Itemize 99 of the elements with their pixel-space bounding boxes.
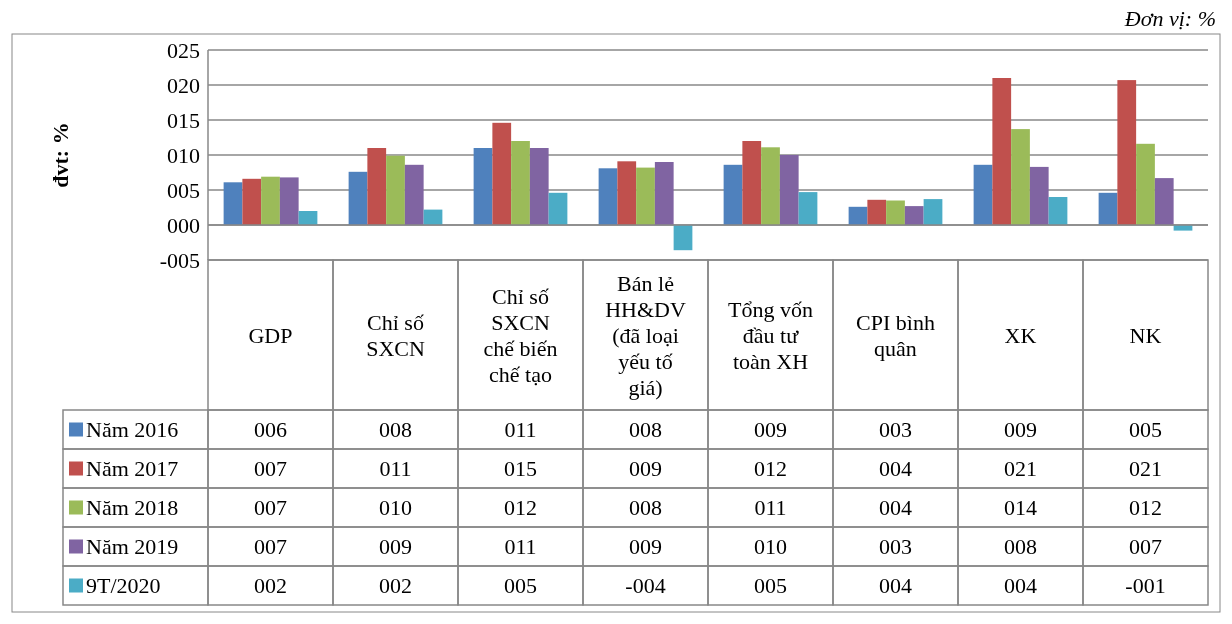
bar	[798, 192, 818, 225]
bar	[367, 148, 387, 225]
data-label: 009	[629, 534, 662, 560]
bar	[261, 176, 280, 225]
bar	[848, 206, 868, 225]
data-label: 011	[754, 495, 787, 521]
bar	[636, 167, 655, 225]
data-label: -004	[625, 573, 666, 599]
data-label: 012	[504, 495, 537, 521]
data-label: 008	[629, 495, 662, 521]
y-tick-label: 005	[167, 177, 200, 203]
bar	[1048, 197, 1068, 225]
data-label: 011	[379, 456, 412, 482]
bar	[511, 141, 530, 225]
data-label: 007	[254, 534, 287, 560]
data-label: 021	[1129, 456, 1162, 482]
y-tick-label: 015	[167, 107, 200, 133]
data-label: 008	[1004, 534, 1037, 560]
bar	[1029, 166, 1049, 225]
text: Đơn vị: %	[1123, 6, 1216, 31]
data-label: 011	[504, 417, 537, 443]
bar	[886, 200, 905, 225]
y-tick-label: -005	[159, 247, 200, 273]
legend-label: Năm 2019	[86, 534, 179, 560]
y-tick-label: 000	[167, 212, 200, 238]
bar	[779, 155, 799, 225]
bar	[904, 206, 924, 225]
bar	[654, 162, 674, 225]
bar	[723, 164, 743, 225]
data-label: 005	[1129, 417, 1162, 443]
bar	[742, 141, 762, 225]
bar	[348, 171, 368, 225]
data-label: 007	[1129, 534, 1162, 560]
bar	[992, 78, 1012, 225]
data-label: 006	[254, 417, 287, 443]
data-label: 008	[379, 417, 412, 443]
data-label: 009	[1004, 417, 1037, 443]
data-label: 009	[629, 456, 662, 482]
data-label: 011	[504, 534, 537, 560]
bar	[617, 161, 637, 225]
bar	[1011, 129, 1030, 225]
legend-label: Năm 2018	[86, 495, 179, 521]
y-tick-label: 025	[167, 37, 200, 63]
data-label: 003	[879, 417, 912, 443]
bar	[761, 147, 780, 225]
x-tick-label: GDP	[248, 322, 293, 348]
x-tick-label: CPI bình quân	[856, 309, 935, 361]
x-tick-label: Tổng vốn đầu tư toàn XH	[728, 296, 813, 374]
legend-label: Năm 2017	[86, 456, 179, 482]
data-label: 002	[379, 573, 412, 599]
data-label: 009	[754, 417, 787, 443]
data-label: 014	[1004, 495, 1037, 521]
bar	[529, 148, 549, 225]
x-tick-label: Chỉ số SXCN	[366, 309, 425, 361]
bar	[404, 164, 424, 225]
x-tick-label: NK	[1129, 322, 1162, 348]
bar	[548, 192, 568, 225]
data-label: 005	[754, 573, 787, 599]
data-label: 005	[504, 573, 537, 599]
legend-label: 9T/2020	[86, 573, 161, 599]
data-label: 002	[254, 573, 287, 599]
data-label: 010	[379, 495, 412, 521]
data-label: 007	[254, 495, 287, 521]
data-label: 008	[629, 417, 662, 443]
bar	[223, 182, 243, 225]
bar	[1117, 80, 1137, 225]
data-label: 004	[879, 495, 912, 521]
data-label: 015	[504, 456, 537, 482]
y-axis-title: đvt: %	[48, 122, 73, 188]
bar	[1098, 192, 1118, 225]
data-label: 007	[254, 456, 287, 482]
x-tick-label: XK	[1004, 322, 1037, 348]
x-tick-label: Chỉ số SXCN chế biến chế tạo	[483, 283, 558, 387]
data-label: 004	[879, 573, 912, 599]
x-tick-label: Bán lẻ HH&DV (đã loại yếu tố giá)	[605, 270, 686, 400]
y-tick-label: 020	[167, 72, 200, 98]
data-label: 012	[1129, 495, 1162, 521]
data-label: -001	[1125, 573, 1166, 599]
bar	[279, 177, 299, 225]
data-label: 021	[1004, 456, 1037, 482]
data-label: 012	[754, 456, 787, 482]
y-tick-label: 010	[167, 142, 200, 168]
legend-label: Năm 2016	[86, 417, 179, 443]
bar	[473, 148, 493, 225]
data-label: 004	[879, 456, 912, 482]
data-label: 003	[879, 534, 912, 560]
bar	[867, 199, 887, 225]
bar	[1154, 178, 1174, 225]
bar	[492, 122, 512, 225]
bar	[598, 168, 618, 225]
bar	[973, 164, 993, 225]
bar	[242, 178, 262, 225]
bar	[923, 199, 943, 225]
bar	[386, 155, 405, 225]
data-label: 004	[1004, 573, 1037, 599]
bar	[673, 225, 693, 251]
bar	[1136, 143, 1155, 225]
data-label: 010	[754, 534, 787, 560]
data-label: 009	[379, 534, 412, 560]
